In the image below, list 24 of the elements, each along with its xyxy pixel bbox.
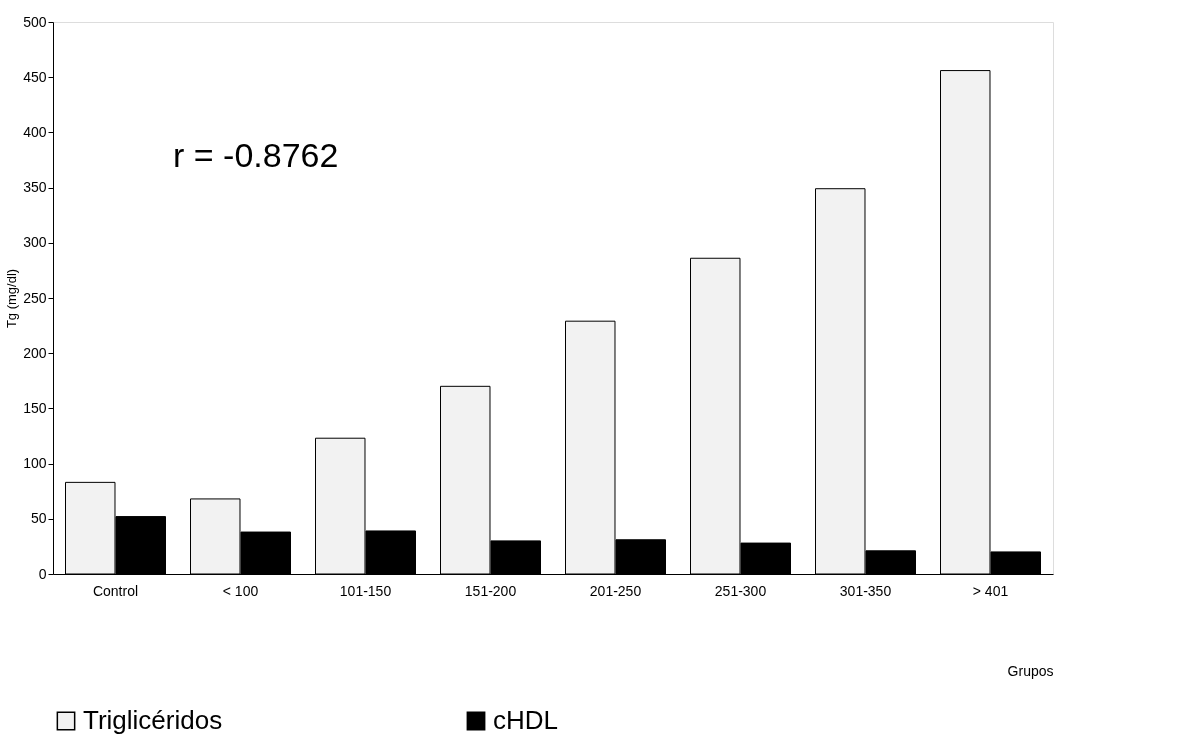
x-tick-label: 151-200 bbox=[464, 582, 517, 599]
x-tick-label: Control bbox=[92, 582, 139, 599]
y-axis-title: Tg (mg/dl) bbox=[4, 268, 20, 329]
y-tick-label: 350 bbox=[23, 179, 47, 196]
y-tick-label: 250 bbox=[23, 289, 47, 306]
x-tick-label: 101-150 bbox=[339, 582, 392, 599]
y-tick-label: 100 bbox=[23, 455, 47, 472]
y-tick-label: 0 bbox=[38, 565, 47, 582]
x-tick-label: > 401 bbox=[972, 582, 1009, 599]
x-tick-label: 301-350 bbox=[839, 582, 892, 599]
annotation: r = -0.8762 bbox=[173, 136, 339, 174]
legend-label: cHDL bbox=[493, 705, 559, 735]
x-tick-label: 251-300 bbox=[714, 582, 767, 599]
y-tick-label: 450 bbox=[23, 68, 47, 85]
x-tick-label: 201-250 bbox=[589, 582, 642, 599]
y-tick-label: 50 bbox=[30, 510, 47, 527]
y-tick-label: 300 bbox=[23, 234, 47, 251]
y-tick-label: 150 bbox=[23, 399, 47, 416]
y-tick-label: 500 bbox=[23, 13, 47, 30]
legend-label: Triglicéridos bbox=[83, 705, 223, 735]
y-tick-label: 200 bbox=[23, 344, 47, 361]
x-tick-label: < 100 bbox=[222, 582, 259, 599]
x-axis-title: Grupos bbox=[1007, 662, 1054, 679]
y-tick-label: 400 bbox=[23, 123, 47, 140]
